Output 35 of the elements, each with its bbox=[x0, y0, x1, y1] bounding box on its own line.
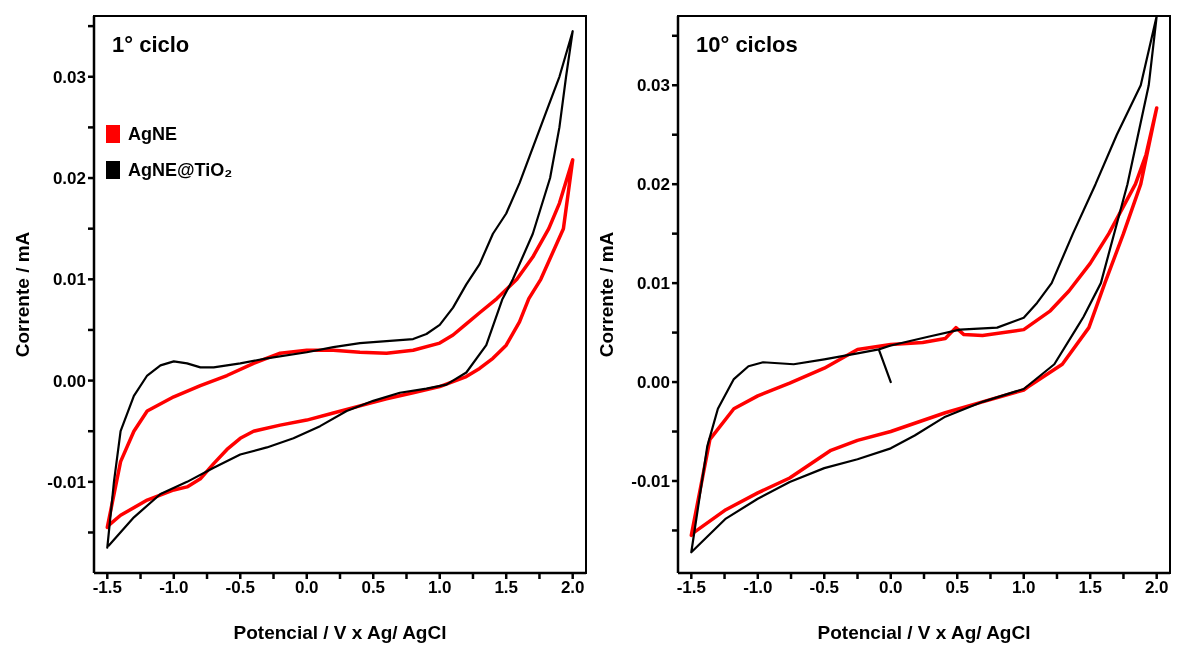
x-tick-label: 2.0 bbox=[1144, 578, 1169, 598]
y-axis-title: Corrente / mA bbox=[595, 231, 617, 358]
x-tick-label: -1.0 bbox=[159, 578, 189, 598]
x-tick-label: 0.5 bbox=[361, 578, 386, 598]
x-tick-label: -0.5 bbox=[225, 578, 255, 598]
x-tick-label: 1.5 bbox=[1078, 578, 1103, 598]
y-tick-label: 0.01 bbox=[636, 274, 670, 294]
x-tick-label: 1.0 bbox=[1011, 578, 1036, 598]
text: 10° ciclos bbox=[696, 32, 798, 58]
y-tick-label: 0.03 bbox=[52, 67, 86, 87]
y-tick-label: 0.00 bbox=[636, 373, 670, 393]
line-series bbox=[105, 158, 575, 530]
x-tick-label: 1.5 bbox=[494, 578, 519, 598]
y-tick-label: 0.02 bbox=[52, 169, 86, 189]
x-axis-title: Potencial / V x Ag/ AgCl bbox=[817, 622, 1031, 643]
x-tick-label: -0.5 bbox=[809, 578, 839, 598]
y-tick-label: 0.00 bbox=[52, 371, 86, 391]
x-tick-label: 1.0 bbox=[427, 578, 452, 598]
x-axis-title: Potencial / V x Ag/ AgCl bbox=[233, 622, 447, 643]
x-tick-label: 0.0 bbox=[294, 578, 319, 598]
x-tick-label: 0.5 bbox=[945, 578, 970, 598]
legend-label: AgNE@TiO₂ bbox=[128, 159, 233, 182]
legend-label: AgNE bbox=[128, 123, 177, 146]
y-tick-label: -0.01 bbox=[631, 472, 670, 492]
x-tick-label: -1.5 bbox=[676, 578, 706, 598]
x-tick-label: 2.0 bbox=[560, 578, 585, 598]
x-tick-label: 0.0 bbox=[878, 578, 903, 598]
y-tick-label: 0.03 bbox=[636, 76, 670, 96]
x-tick-label: -1.0 bbox=[743, 578, 773, 598]
y-tick-label: -0.01 bbox=[47, 472, 86, 492]
y-tick-label: 0.02 bbox=[636, 175, 670, 195]
text: 1° ciclo bbox=[112, 32, 190, 58]
x-tick-label: -1.5 bbox=[92, 578, 122, 598]
y-axis-title: Corrente / mA bbox=[11, 231, 33, 358]
y-tick-label: 0.01 bbox=[52, 270, 86, 290]
